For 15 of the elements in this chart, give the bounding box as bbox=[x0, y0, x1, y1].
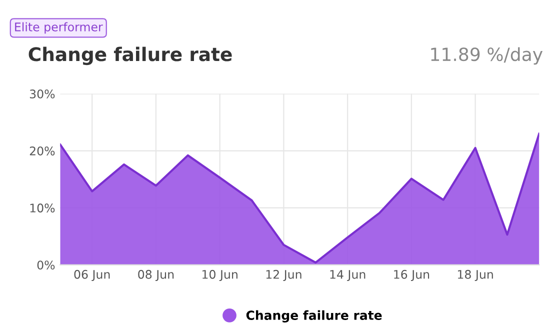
y-tick-label: 10% bbox=[30, 204, 55, 212]
y-tick-label: 30% bbox=[30, 89, 55, 98]
legend-label: Change failure rate bbox=[246, 310, 382, 323]
x-tick-label: 14 Jun bbox=[330, 270, 366, 282]
x-tick-label: 16 Jun bbox=[394, 270, 430, 282]
chart-title: Change failure rate bbox=[28, 46, 232, 66]
x-tick-label: 12 Jun bbox=[266, 270, 302, 282]
text: 11.89 %/day bbox=[431, 47, 543, 65]
x-tick-label: 06 Jun bbox=[74, 270, 110, 282]
x-tick-label: 18 Jun bbox=[458, 270, 493, 282]
x-tick-label: 08 Jun bbox=[138, 270, 174, 282]
y-tick-label: 20% bbox=[30, 146, 55, 156]
x-tick-label: 10 Jun bbox=[202, 270, 238, 282]
text: Elite performer bbox=[15, 22, 103, 34]
y-tick-label: 0% bbox=[37, 260, 55, 270]
